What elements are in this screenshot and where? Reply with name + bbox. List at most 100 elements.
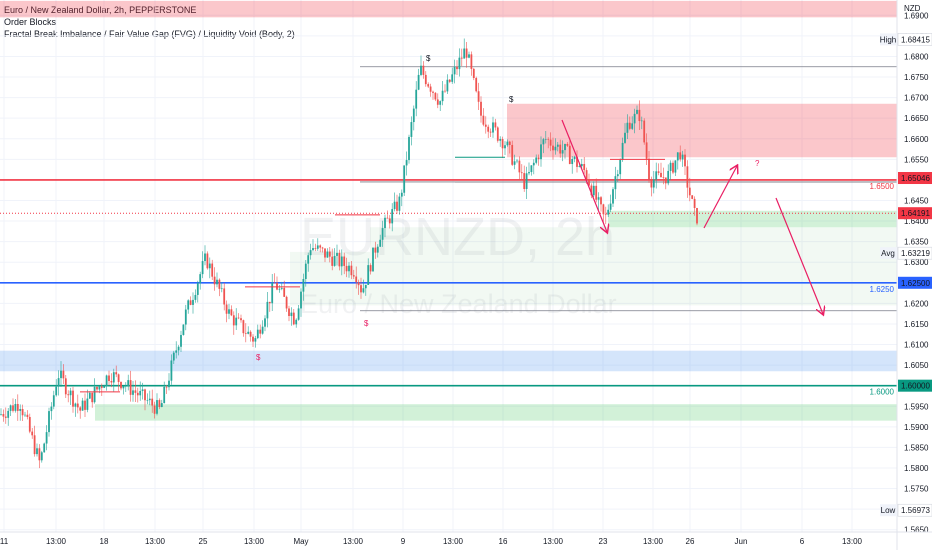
candle-body: [336, 252, 338, 256]
candle-body: [626, 122, 629, 133]
price-tag-value: 1.60000: [901, 382, 930, 391]
candle-body: [578, 166, 581, 167]
price-tag-low: [880, 504, 897, 517]
candle-body: [108, 375, 110, 381]
candle-body: [432, 91, 434, 93]
x-tick-label: 13:00: [543, 537, 564, 546]
candle-body: [549, 139, 552, 146]
candle-body: [129, 380, 132, 395]
candle-body: [364, 284, 367, 289]
candle-body: [4, 416, 7, 418]
candle-body: [691, 195, 694, 199]
candle-body: [225, 304, 228, 314]
candle-body: [187, 300, 190, 310]
candle-body: [448, 79, 451, 82]
candle-body: [669, 162, 672, 171]
candle-body: [199, 274, 202, 284]
candle-body: [456, 66, 458, 70]
candle-body: [559, 144, 562, 154]
y-tick-label: 1.6600: [904, 135, 929, 144]
y-tick-label: 1.6050: [904, 361, 929, 370]
legend-title[interactable]: Euro / New Zealand Dollar, 2h, PEPPERSTO…: [4, 4, 295, 16]
candle-body: [115, 372, 118, 375]
candle-body: [398, 196, 401, 211]
candle-body: [45, 432, 48, 444]
candle-body: [297, 308, 300, 320]
time-axis[interactable]: 11 13:00 18 13:00 25 13:00 May 13:00 9 13:00 16 13:…: [0, 531, 932, 546]
price-tag-avg: [880, 247, 897, 260]
candle-body: [597, 197, 600, 200]
question-annotation: ?: [755, 159, 760, 168]
candle-body: [110, 380, 113, 383]
candle-body: [489, 131, 492, 133]
zone-supply: [0, 0, 897, 18]
candle-body: [393, 201, 396, 210]
candle-body: [36, 448, 38, 455]
candle-body: [12, 405, 14, 411]
candle-body: [134, 390, 137, 393]
candle-body: [232, 315, 235, 326]
candle-body: [24, 414, 26, 416]
liquidity-annotation: $: [364, 319, 369, 328]
price-tag-high: [880, 33, 897, 46]
candle-body: [189, 300, 192, 305]
x-tick-label: 13:00: [443, 537, 464, 546]
candle-body: [180, 334, 182, 347]
candle-body: [566, 143, 569, 146]
candle-body: [540, 144, 542, 160]
candle-body: [340, 256, 343, 267]
candle-body: [201, 261, 204, 275]
candle-body: [307, 255, 310, 264]
candle-body: [362, 288, 365, 293]
price-tag-value: 1.65046: [901, 174, 930, 183]
candle-body: [384, 217, 386, 229]
y-tick-label: 1.6450: [904, 196, 929, 205]
candle-body: [422, 65, 425, 75]
candle-body: [300, 291, 302, 309]
candle-body: [487, 126, 490, 132]
x-tick-label: 13:00: [842, 537, 863, 546]
x-tick-label: 13:00: [145, 537, 166, 546]
candle-body: [304, 263, 307, 280]
candle-body: [338, 252, 341, 267]
candle-body: [139, 390, 142, 396]
candle-body: [9, 405, 12, 411]
candle-body: [184, 309, 187, 325]
price-axis[interactable]: 1.56501.57001.57501.58001.58501.59001.59…: [880, 0, 932, 550]
candle-body: [403, 165, 406, 193]
candle-body: [412, 108, 415, 123]
candle-body: [530, 165, 533, 173]
candle-body: [96, 386, 98, 390]
candle-body: [76, 403, 79, 408]
trend-arrow: [561, 119, 607, 232]
candle-body: [602, 204, 605, 215]
price-tag-value: 1.62500: [901, 279, 930, 288]
y-tick-label: 1.6650: [904, 114, 929, 123]
candle-body: [16, 403, 19, 411]
candle-body: [386, 217, 389, 219]
candle-body: [43, 443, 46, 453]
legend-indicator-fvg[interactable]: Fractal Break Imbalance / Fair Value Gap…: [4, 29, 295, 39]
candle-body: [316, 245, 319, 249]
candle-body: [254, 338, 257, 342]
candle-body: [624, 132, 626, 143]
candle-body: [612, 189, 614, 204]
candle-body: [458, 57, 461, 70]
candle-body: [643, 120, 646, 143]
price-tag-current: [898, 207, 932, 220]
candle-body: [26, 414, 29, 417]
x-tick-label: 26: [686, 537, 695, 546]
candle-body: [350, 265, 353, 276]
price-tag-red: [898, 172, 932, 185]
candle-body: [434, 92, 437, 100]
candle-body: [91, 392, 94, 403]
candle-body: [616, 174, 619, 177]
candle-body: [165, 386, 168, 388]
y-tick-label: 1.6100: [904, 341, 929, 350]
legend-indicator-order-blocks[interactable]: Order Blocks: [4, 17, 57, 27]
candle-body: [657, 171, 660, 173]
candle-body: [244, 333, 247, 334]
candle-body: [151, 398, 154, 406]
candle-body: [652, 179, 655, 188]
